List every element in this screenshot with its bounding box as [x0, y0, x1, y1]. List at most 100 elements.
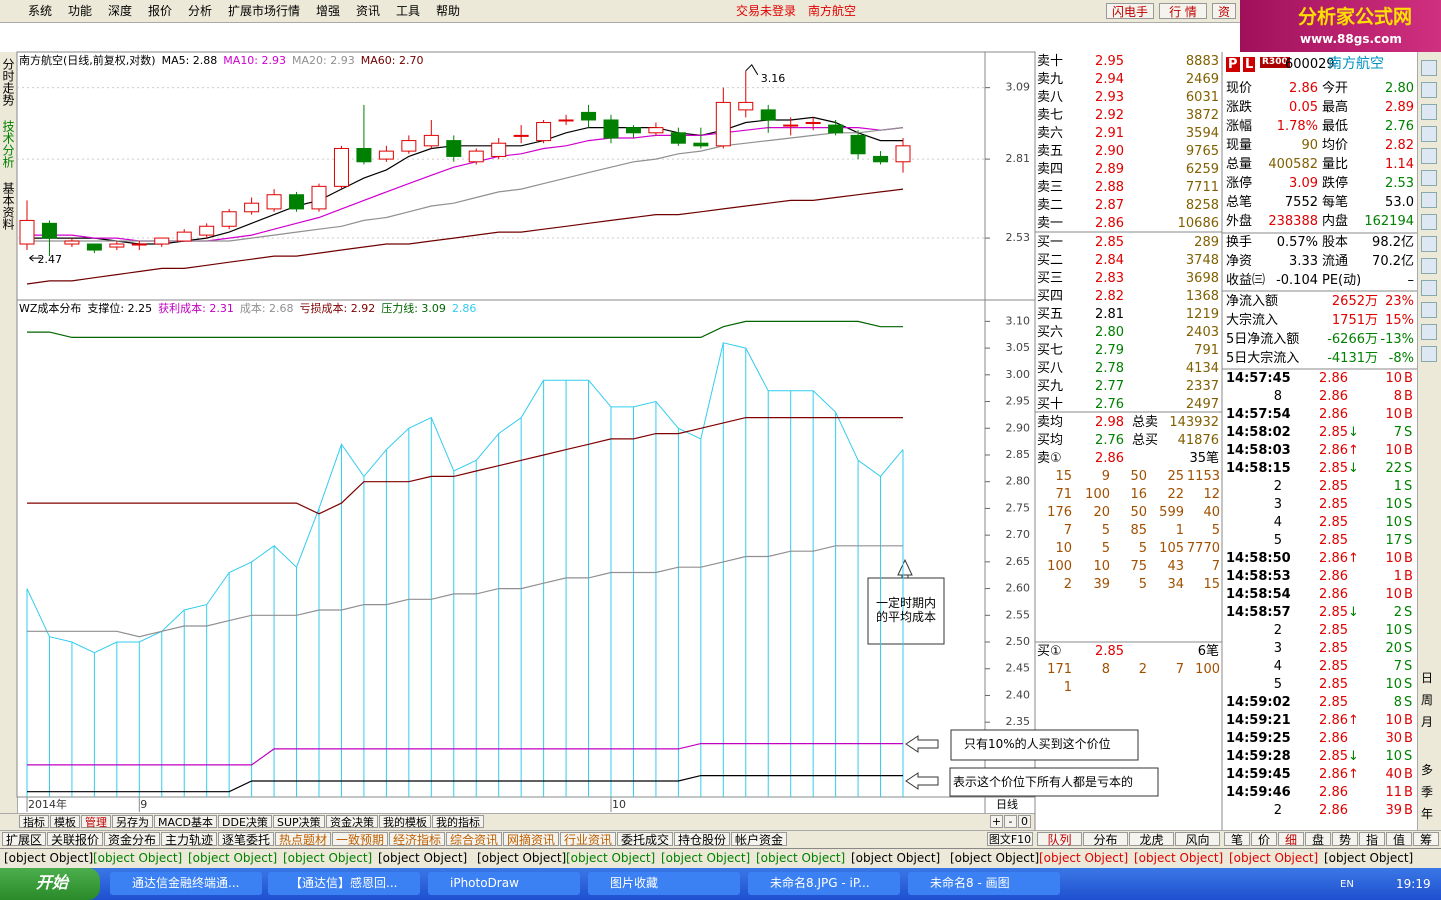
bottom-tab[interactable]: 网摘资讯 — [503, 832, 560, 846]
top-button[interactable]: 资 — [1212, 3, 1236, 19]
chart-tab[interactable]: 我的指标 — [432, 815, 484, 828]
icon-button[interactable] — [1421, 82, 1437, 98]
task-button[interactable]: 未命名8.JPG - iP... — [748, 872, 900, 895]
start-button[interactable] — [0, 868, 100, 900]
menu-item[interactable]: 资讯 — [356, 4, 381, 18]
status-text: 交易未登录 — [736, 4, 797, 18]
task-button[interactable]: 【通达信】感恩回... — [268, 872, 420, 895]
icon-button[interactable] — [1421, 126, 1437, 142]
quote-tab[interactable]: 势 — [1332, 832, 1358, 846]
bottom-tab[interactable]: 逐笔委托 — [218, 832, 275, 846]
icon-button[interactable] — [1421, 170, 1437, 186]
task-button[interactable]: 图片收藏 — [588, 872, 740, 895]
candle-body — [221, 211, 237, 227]
menu-item[interactable]: 分析 — [188, 4, 213, 18]
y-tick-label: 3.09 — [1006, 81, 1031, 94]
period-button[interactable]: 季 — [1421, 785, 1434, 799]
quote-tab[interactable]: 筹 — [1413, 832, 1439, 846]
chart-tab[interactable]: DDE决策 — [218, 815, 272, 828]
book-tab[interactable]: 分布 — [1083, 832, 1128, 846]
menu-item[interactable]: 系统 — [28, 4, 53, 18]
side-tab[interactable]: 分时走势 — [1, 58, 15, 106]
bottom-tab[interactable]: 综合资讯 — [446, 832, 503, 846]
bottom-tab[interactable]: 关联报价 — [47, 832, 104, 846]
icon-button[interactable] — [1421, 302, 1437, 318]
quote-tab[interactable]: 价 — [1251, 832, 1277, 846]
tick-volume: 20 — [1385, 641, 1402, 656]
bottom-tab[interactable]: 资金分布 — [104, 832, 161, 846]
bottom-tab[interactable]: 热点题材 — [275, 832, 332, 846]
icon-button[interactable] — [1421, 258, 1437, 274]
icon-button[interactable] — [1421, 60, 1437, 76]
menu-item[interactable]: 增强 — [316, 4, 341, 18]
side-tab[interactable]: 技术分析 — [1, 120, 15, 168]
flow-amount: 1751万 — [1331, 313, 1378, 328]
book-tab[interactable]: 风向 — [1175, 832, 1220, 846]
icon-button[interactable] — [1421, 346, 1437, 362]
book-tab[interactable]: 队列 — [1037, 832, 1082, 846]
queue-cell: 15 — [1203, 577, 1220, 592]
bottom-tab[interactable]: 持仓股份 — [674, 832, 731, 846]
f10-tab[interactable]: 图文F10 — [987, 832, 1033, 846]
icon-button[interactable] — [1421, 324, 1437, 340]
chart-tab[interactable]: 我的模板 — [379, 815, 431, 828]
chart-tab[interactable]: 指标 — [19, 815, 49, 828]
task-button[interactable]: 通达信金融终端通... — [110, 872, 262, 895]
bottom-tab[interactable]: 行业资讯 — [560, 832, 617, 846]
book-volume: 1368 — [1185, 289, 1219, 304]
icon-button[interactable] — [1421, 104, 1437, 120]
period-button[interactable]: 日 — [1421, 671, 1434, 685]
book-label: 买九 — [1037, 379, 1064, 394]
menu-item[interactable]: 深度 — [108, 4, 133, 18]
top-button[interactable]: 闪电手 — [1106, 3, 1154, 19]
y-tick-label: 2.55 — [1006, 608, 1031, 621]
book-price: 2.91 — [1095, 126, 1124, 141]
book-volume: 2497 — [1185, 397, 1219, 412]
bottom-tab[interactable]: 委托成交 — [617, 832, 674, 846]
quote-tab[interactable]: 盘 — [1305, 832, 1331, 846]
menu-item[interactable]: 扩展市场行情 — [228, 4, 301, 18]
chart-tab[interactable]: 另存为 — [112, 815, 153, 828]
quote-tab[interactable]: 指 — [1359, 832, 1385, 846]
bottom-tab[interactable]: 帐户资金 — [731, 832, 788, 846]
zoom-button[interactable]: 0 — [1018, 815, 1031, 828]
quote-tab[interactable]: 笔 — [1224, 832, 1250, 846]
period-button[interactable]: 周 — [1421, 693, 1434, 707]
chart-tab[interactable]: 模板 — [50, 815, 80, 828]
menu-item[interactable]: 工具 — [396, 4, 421, 18]
chart-tab[interactable]: MACD基本 — [154, 815, 217, 828]
bottom-tab[interactable]: 主力轨迹 — [161, 832, 218, 846]
start-label[interactable]: 开始 — [36, 873, 69, 892]
period-button[interactable]: 月 — [1421, 715, 1434, 729]
quote-label: 总量 — [1226, 157, 1253, 172]
task-button[interactable]: iPhotoDraw — [428, 872, 580, 895]
book-tab[interactable]: 龙虎 — [1129, 832, 1174, 846]
icon-button[interactable] — [1421, 280, 1437, 296]
icon-button[interactable] — [1421, 214, 1437, 230]
zoom-button[interactable]: + — [990, 815, 1003, 828]
side-tab[interactable]: 基本资料 — [1, 182, 15, 230]
menu-bar — [0, 0, 1441, 23]
tick-side: B — [1404, 389, 1413, 404]
icon-button[interactable] — [1421, 236, 1437, 252]
bottom-tab[interactable]: 一致预期 — [332, 832, 389, 846]
quote-value: 238388 — [1268, 214, 1318, 229]
quote-tab[interactable]: 值 — [1386, 832, 1412, 846]
top-button[interactable]: 行 情 — [1159, 3, 1207, 19]
level-line — [27, 545, 903, 638]
menu-item[interactable]: 功能 — [68, 4, 93, 18]
chart-tab[interactable]: 管理 — [81, 815, 111, 828]
chart-tab[interactable]: SUP决策 — [273, 815, 325, 828]
menu-item[interactable]: 报价 — [148, 4, 173, 18]
icon-button[interactable] — [1421, 192, 1437, 208]
task-button[interactable]: 未命名8 - 画图 — [908, 872, 1060, 895]
bottom-tab[interactable]: 经济指标 — [389, 832, 446, 846]
period-button[interactable]: 多 — [1421, 763, 1434, 777]
bottom-tab[interactable]: 扩展区 — [2, 832, 47, 846]
icon-button[interactable] — [1421, 148, 1437, 164]
quote-tab[interactable]: 细 — [1278, 832, 1304, 846]
zoom-button[interactable]: - — [1004, 815, 1017, 828]
chart-tab[interactable]: 资金决策 — [326, 815, 378, 828]
menu-item[interactable]: 帮助 — [436, 4, 461, 18]
period-button[interactable]: 年 — [1421, 807, 1434, 821]
